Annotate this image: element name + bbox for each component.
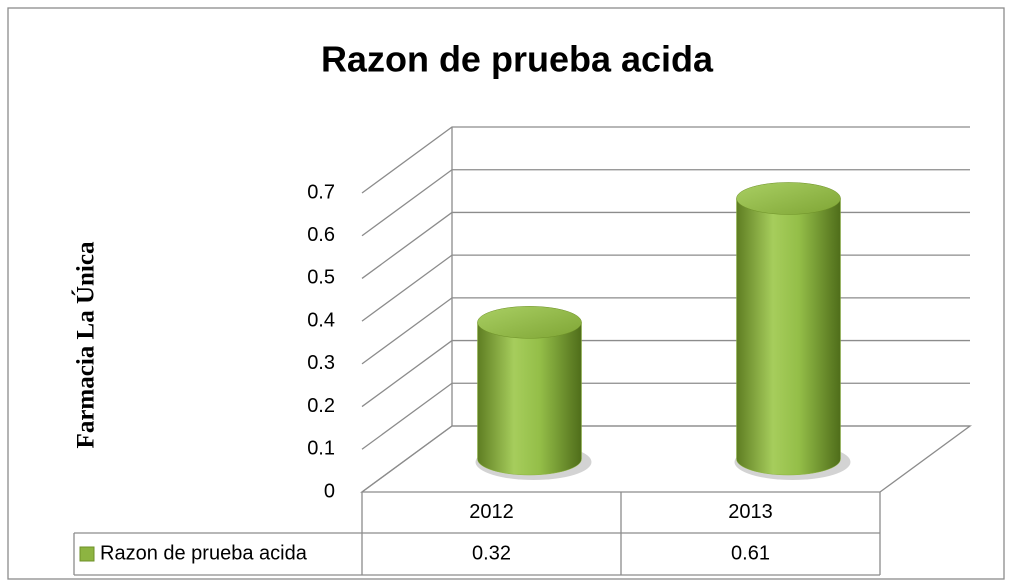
legend-marker — [79, 546, 95, 562]
y-tick-label: 0.7 — [307, 181, 335, 203]
grid-line — [361, 126, 970, 194]
table-value: 0.61 — [731, 542, 770, 564]
y-tick-label: 0.1 — [307, 438, 335, 460]
y-tick-label: 0 — [324, 480, 335, 502]
bar-top — [477, 306, 582, 339]
y-tick-label: 0.4 — [307, 309, 335, 331]
chart-frame — [7, 7, 1005, 580]
x-tick-label: 2013 — [728, 501, 773, 523]
bar — [477, 322, 582, 476]
y-tick-label: 0.3 — [307, 352, 335, 374]
y-axis-label: Farmacia La Única — [72, 241, 100, 448]
y-tick-label: 0.2 — [307, 395, 335, 417]
legend-label: Razon de prueba acida — [100, 542, 308, 564]
table-value: 0.32 — [472, 542, 511, 564]
grid-line — [361, 169, 970, 237]
x-tick-label: 2012 — [469, 501, 514, 523]
chart-title: Razon de prueba acida — [321, 39, 714, 80]
y-tick-label: 0.6 — [307, 224, 335, 246]
y-tick-label: 0.5 — [307, 267, 335, 289]
bar — [736, 198, 841, 476]
bar-top — [736, 182, 841, 215]
